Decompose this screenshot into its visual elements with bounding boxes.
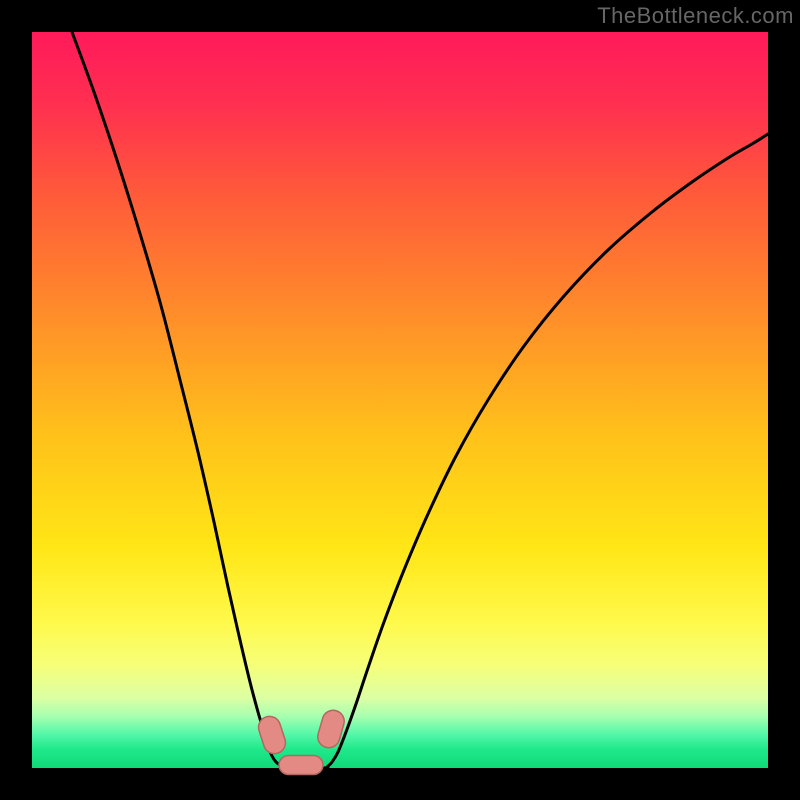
marker-bottom: [279, 756, 323, 775]
watermark-text: TheBottleneck.com: [597, 3, 794, 29]
marker-left: [256, 714, 289, 757]
canvas-root: TheBottleneck.com: [0, 0, 800, 800]
chart-svg: [32, 32, 768, 768]
bottleneck-curve: [72, 32, 768, 768]
